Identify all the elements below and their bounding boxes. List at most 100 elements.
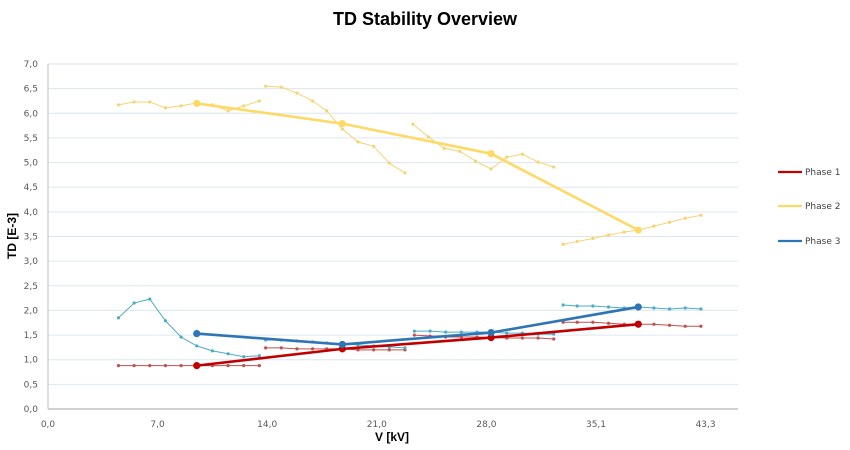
x-tick-label: 21,0 <box>367 420 387 430</box>
y-tick-label: 2,5 <box>24 282 38 292</box>
detail-data-point <box>552 165 556 169</box>
detail-data-point <box>311 347 315 351</box>
detail-data-point <box>257 99 261 103</box>
detail-data-point <box>561 242 565 246</box>
detail-data-point <box>116 103 121 107</box>
detail-data-point <box>132 364 136 368</box>
detail-data-point <box>667 323 672 327</box>
detail-data-point <box>683 324 687 328</box>
detail-data-point <box>699 307 703 311</box>
detail-data-point <box>536 336 540 340</box>
gridlines <box>48 63 738 385</box>
detail-data-point <box>591 236 595 241</box>
detail-data-point <box>606 233 611 237</box>
data-point <box>193 362 201 370</box>
detail-data-point <box>179 335 183 339</box>
detail-data-point <box>591 320 595 324</box>
detail-data-point <box>295 347 299 351</box>
data-point <box>634 303 642 311</box>
detail-data-point <box>264 346 268 350</box>
x-tick-label: 35,1 <box>586 420 606 430</box>
x-axis-title: V [kV] <box>375 430 409 444</box>
data-point <box>487 333 495 342</box>
detail-data-point <box>459 330 463 334</box>
y-tick-label: 5,5 <box>24 134 38 144</box>
detail-data-point <box>683 216 687 220</box>
y-tick-label: 0,0 <box>24 405 39 415</box>
detail-data-point <box>575 239 579 244</box>
detail-data-point <box>148 364 152 368</box>
detail-data-point <box>372 348 376 352</box>
detail-data-point <box>279 85 283 89</box>
detail-data-point <box>132 100 136 104</box>
detail-data-point <box>536 160 540 164</box>
detail-data-point <box>606 321 611 325</box>
main-series-group <box>193 99 642 370</box>
detail-data-point <box>699 213 703 217</box>
y-tick-label: 6,0 <box>24 109 39 119</box>
detail-data-point <box>179 364 183 368</box>
y-tick-label: 5,0 <box>24 159 39 169</box>
y-tick-label: 1,5 <box>24 331 38 341</box>
detail-data-point <box>412 333 416 337</box>
detail-series-line <box>118 298 260 358</box>
data-point <box>338 120 346 128</box>
detail-data-point <box>505 331 509 335</box>
detail-data-point <box>163 364 168 368</box>
detail-data-point <box>606 305 611 309</box>
detail-series-group <box>116 84 703 368</box>
legend-label: Phase 2 <box>805 202 840 212</box>
detail-data-point <box>552 332 556 336</box>
detail-data-point <box>195 344 199 348</box>
detail-data-point <box>667 220 672 224</box>
detail-data-point <box>116 316 121 320</box>
detail-data-point <box>520 336 525 340</box>
detail-data-point <box>622 230 626 234</box>
detail-data-point <box>442 146 446 150</box>
detail-data-point <box>575 304 579 308</box>
detail-data-point <box>325 109 329 113</box>
detail-data-point <box>242 364 246 368</box>
detail-data-point <box>295 91 299 95</box>
detail-data-point <box>372 144 376 148</box>
detail-data-point <box>387 348 391 352</box>
y-tick-label: 4,0 <box>24 208 39 218</box>
detail-series-line <box>265 85 406 174</box>
detail-data-point <box>356 348 360 352</box>
x-tick-label: 43,3 <box>696 420 716 430</box>
y-axis-title: TD [E-3] <box>5 213 19 259</box>
detail-data-point <box>242 104 246 108</box>
detail-data-point <box>340 127 344 131</box>
series-line-phase-3 <box>196 305 639 346</box>
detail-data-point <box>179 104 183 108</box>
detail-data-point <box>575 320 579 324</box>
detail-data-point <box>226 364 230 368</box>
detail-data-point <box>444 330 448 334</box>
detail-data-point <box>667 307 672 311</box>
legend-label: Phase 1 <box>805 168 840 178</box>
detail-data-point <box>505 155 509 159</box>
x-tick-label: 7,0 <box>150 420 165 430</box>
detail-data-point <box>210 349 214 353</box>
y-tick-label: 3,0 <box>24 257 39 267</box>
detail-data-point <box>489 167 493 171</box>
detail-data-point <box>683 306 687 310</box>
detail-data-point <box>652 322 656 326</box>
detail-data-point <box>403 171 407 175</box>
detail-series-line <box>563 214 701 245</box>
detail-data-point <box>148 100 152 104</box>
y-tick-label: 2,0 <box>24 306 39 316</box>
detail-data-point <box>591 304 595 308</box>
x-tick-label: 14,0 <box>257 420 277 430</box>
y-tick-label: 6,5 <box>24 85 38 95</box>
series-line-phase-2 <box>196 102 639 232</box>
detail-data-point <box>242 355 246 359</box>
detail-data-point <box>116 364 121 368</box>
legend-label: Phase 3 <box>805 237 840 247</box>
data-point <box>193 329 201 338</box>
detail-data-point <box>356 140 360 144</box>
data-point <box>487 150 495 158</box>
detail-data-point <box>652 306 656 310</box>
y-tick-label: 4,5 <box>24 183 38 193</box>
series-line-phase-1 <box>196 322 639 367</box>
